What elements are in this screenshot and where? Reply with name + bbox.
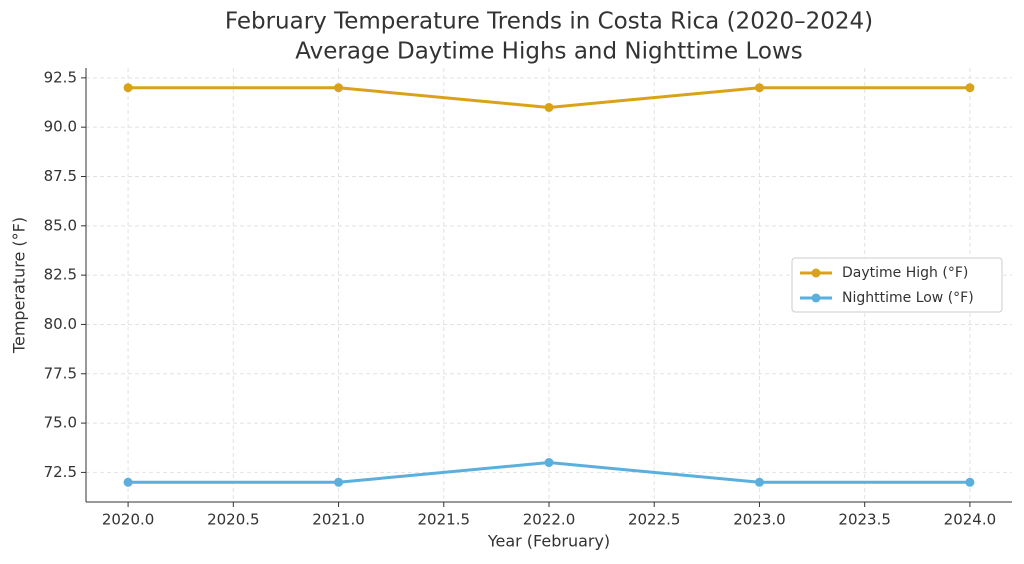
y-tick-label: 77.5 (44, 364, 77, 382)
x-tick-label: 2022.5 (628, 511, 681, 529)
y-tick-label: 72.5 (44, 463, 77, 481)
data-point (544, 458, 554, 468)
x-tick-label: 2020.0 (102, 511, 155, 529)
x-tick-label: 2022.0 (523, 511, 576, 529)
y-tick-label: 80.0 (44, 315, 77, 333)
data-point (123, 83, 133, 93)
data-point (754, 83, 764, 93)
data-point (544, 102, 554, 112)
data-point (965, 83, 975, 93)
y-tick-label: 87.5 (44, 167, 77, 185)
y-tick-label: 90.0 (44, 118, 77, 136)
legend-marker (811, 268, 821, 278)
legend-label: Daytime High (°F) (842, 265, 968, 281)
data-point (965, 477, 975, 487)
data-point (334, 477, 344, 487)
y-tick-label: 82.5 (44, 266, 77, 284)
chart-subtitle: Average Daytime Highs and Nighttime Lows (295, 39, 803, 65)
y-tick-label: 85.0 (44, 216, 77, 234)
chart-title: February Temperature Trends in Costa Ric… (225, 9, 873, 35)
data-point (754, 477, 764, 487)
y-tick-label: 75.0 (44, 414, 77, 432)
data-point (123, 477, 133, 487)
x-axis-label: Year (February) (487, 532, 610, 551)
legend-marker (811, 293, 821, 303)
legend-label: Nighttime Low (°F) (842, 290, 974, 306)
y-tick-label: 92.5 (44, 68, 77, 86)
x-tick-label: 2021.0 (312, 511, 365, 529)
x-tick-label: 2020.5 (207, 511, 260, 529)
x-tick-label: 2023.5 (838, 511, 891, 529)
x-tick-label: 2021.5 (418, 511, 471, 529)
x-tick-label: 2024.0 (944, 511, 997, 529)
x-tick-label: 2023.0 (733, 511, 786, 529)
data-point (334, 83, 344, 93)
legend-box (791, 257, 1003, 313)
y-axis-label: Temperature (°F) (10, 217, 29, 354)
